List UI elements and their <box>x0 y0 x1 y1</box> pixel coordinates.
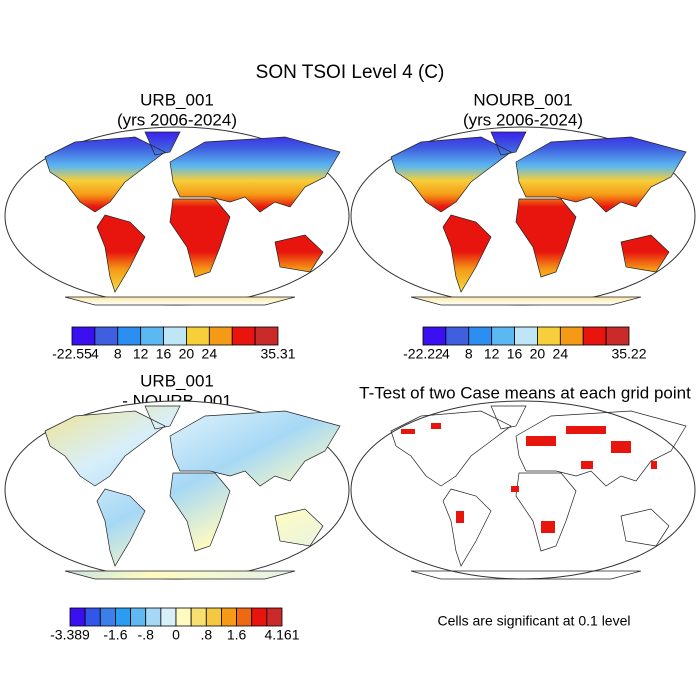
colorbar-label: 35.31 <box>260 346 295 362</box>
colorbar-box <box>422 326 447 346</box>
panel-title: NOURB_001 <box>473 90 572 109</box>
colorbar-label: 24 <box>202 346 218 362</box>
colorbar-box <box>71 326 96 346</box>
colorbar-label: 12 <box>484 346 500 362</box>
colorbar-label: -3.389 <box>50 627 90 643</box>
colorbar-box <box>514 326 538 346</box>
colorbar-label: 16 <box>507 346 523 362</box>
colorbar-label: 20 <box>530 346 546 362</box>
colorbar-box <box>175 607 192 627</box>
panel-title: URB_001 <box>140 371 214 390</box>
colorbar-box <box>99 607 116 627</box>
colorbar-label: -22.22 <box>403 346 443 362</box>
colorbar-box <box>94 326 119 346</box>
colorbar-box <box>186 326 210 346</box>
colorbar-box <box>160 607 177 627</box>
colorbar-label: 4 <box>91 346 99 362</box>
colorbar-box <box>559 326 584 346</box>
colorbar-label: 8 <box>114 346 122 362</box>
colorbar-box <box>231 326 256 346</box>
colorbar-label: .8 <box>200 627 212 643</box>
colorbar-box <box>140 326 164 346</box>
colorbar-label: 1.6 <box>227 627 247 643</box>
colorbar-box <box>84 607 101 627</box>
colorbar-label: -.8 <box>138 627 155 643</box>
panel-title: (yrs 2006-2024) <box>117 110 237 129</box>
colorbar-box <box>236 607 253 627</box>
colorbar-box <box>163 326 187 346</box>
colorbar-label: -22.55 <box>52 346 92 362</box>
map <box>350 126 696 306</box>
colorbar-box <box>221 607 237 627</box>
colorbar-box <box>605 326 630 346</box>
colorbar-box <box>468 326 493 346</box>
panel-title: (yrs 2006-2024) <box>463 110 583 129</box>
figure-title: SON TSOI Level 4 (C) <box>256 62 445 83</box>
colorbar-box <box>582 326 607 346</box>
colorbar-box <box>115 607 131 627</box>
colorbar-box <box>445 326 470 346</box>
colorbar-box <box>190 607 207 627</box>
colorbar-label: 16 <box>156 346 172 362</box>
colorbar-box <box>208 326 233 346</box>
colorbar-box <box>251 607 268 627</box>
colorbar-box <box>69 607 86 627</box>
colorbar-label: 35.22 <box>611 346 646 362</box>
note: Cells are significant at 0.1 level <box>438 613 631 629</box>
map <box>350 400 696 580</box>
colorbar-label: 24 <box>553 346 569 362</box>
colorbar-box <box>117 326 142 346</box>
colorbar-box <box>254 326 279 346</box>
colorbar-box <box>537 326 561 346</box>
significance-cells <box>401 423 657 533</box>
colorbar-label: 4.161 <box>264 627 299 643</box>
colorbar-box <box>491 326 515 346</box>
colorbar-label: 20 <box>179 346 195 362</box>
colorbar-box <box>266 607 283 627</box>
panel-title: URB_001 <box>140 90 214 109</box>
colorbar-box <box>130 607 147 627</box>
colorbar-label: -1.6 <box>103 627 127 643</box>
colorbar-box <box>145 607 162 627</box>
map <box>4 400 350 580</box>
colorbar-label: 8 <box>465 346 473 362</box>
map <box>4 126 350 306</box>
colorbar-label: 4 <box>442 346 450 362</box>
colorbar-box <box>205 607 222 627</box>
colorbar-label: 0 <box>172 627 180 643</box>
panel-title: T-Test of two Case means at each grid po… <box>359 383 691 402</box>
colorbar-label: 12 <box>133 346 149 362</box>
